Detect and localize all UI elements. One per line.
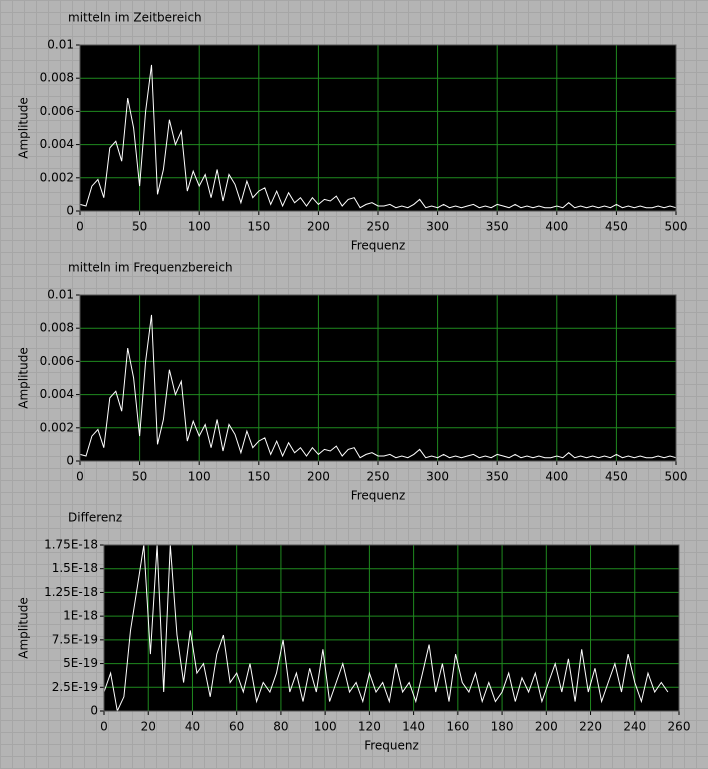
graph-title: mitteln im Zeitbereich [68,11,202,25]
x-tick-label: 400 [545,220,568,234]
x-tick-label: 100 [188,470,211,484]
x-tick-label: 50 [132,220,147,234]
x-tick-label: 350 [486,470,509,484]
x-tick-label: 150 [247,470,270,484]
data-line [103,544,669,713]
y-tick-label: 0.004 [40,137,74,151]
y-tick-label: 0.008 [40,321,74,335]
x-tick-label: 60 [229,720,244,734]
y-tick-label: 0.01 [47,38,74,52]
x-tick-label: 140 [402,720,425,734]
y-tick-label: 0 [66,454,74,468]
y-tick-label: 0 [90,704,98,718]
y-tick-label: 0.006 [40,104,74,118]
y-tick-label: 0.006 [40,354,74,368]
x-tick-label: 0 [100,720,108,734]
x-tick-label: 40 [185,720,200,734]
y-tick-label: 0 [66,204,74,218]
y-tick-label: 0.01 [47,288,74,302]
x-tick-label: 500 [665,470,688,484]
x-tick-label: 250 [367,220,390,234]
y-tick-label: 0.004 [40,387,74,401]
x-tick-label: 200 [535,720,558,734]
y-tick-label: 0.002 [40,420,74,434]
x-tick-label: 20 [141,720,156,734]
y-tick-label: 2.5E-19 [52,680,98,694]
plot-frame [79,44,677,212]
x-tick-label: 300 [426,470,449,484]
x-tick-label: 50 [132,470,147,484]
data-line [79,314,677,459]
x-tick-label: 250 [367,470,390,484]
graph-title: Differenz [68,511,122,525]
x-tick-label: 160 [446,720,469,734]
x-tick-label: 100 [314,720,337,734]
x-tick-label: 350 [486,220,509,234]
x-tick-label: 450 [605,220,628,234]
x-tick-label: 300 [426,220,449,234]
x-tick-label: 240 [623,720,646,734]
y-tick-label: 1.25E-18 [44,585,98,599]
x-tick-label: 200 [307,220,330,234]
x-tick-label: 0 [76,220,84,234]
x-tick-label: 120 [358,720,381,734]
x-tick-label: 260 [668,720,691,734]
x-axis-label: Frequenz [351,489,406,503]
x-tick-label: 80 [273,720,288,734]
x-tick-label: 0 [76,470,84,484]
x-tick-label: 500 [665,220,688,234]
y-tick-label: 1.5E-18 [52,561,98,575]
x-tick-label: 200 [307,470,330,484]
x-tick-label: 450 [605,470,628,484]
y-tick-label: 7.5E-19 [52,632,98,646]
y-tick-label: 0.002 [40,170,74,184]
y-tick-label: 1.75E-18 [44,538,98,552]
y-tick-label: 0.008 [40,71,74,85]
x-tick-label: 400 [545,470,568,484]
y-axis-label: Amplitude [17,347,31,409]
data-line [79,64,677,209]
x-tick-label: 220 [579,720,602,734]
plot-area [104,545,679,711]
y-tick-label: 1E-18 [63,609,98,623]
x-tick-label: 150 [247,220,270,234]
x-tick-label: 180 [491,720,514,734]
y-axis-label: Amplitude [17,97,31,159]
plot-frame [79,294,677,462]
y-axis-label: Amplitude [17,597,31,659]
x-axis-label: Frequenz [351,239,406,253]
graph-title: mitteln im Frequenzbereich [68,261,233,275]
plot-frame [103,544,680,712]
x-tick-label: 100 [188,220,211,234]
x-axis-label: Frequenz [364,739,419,753]
y-tick-label: 5E-19 [63,656,98,670]
